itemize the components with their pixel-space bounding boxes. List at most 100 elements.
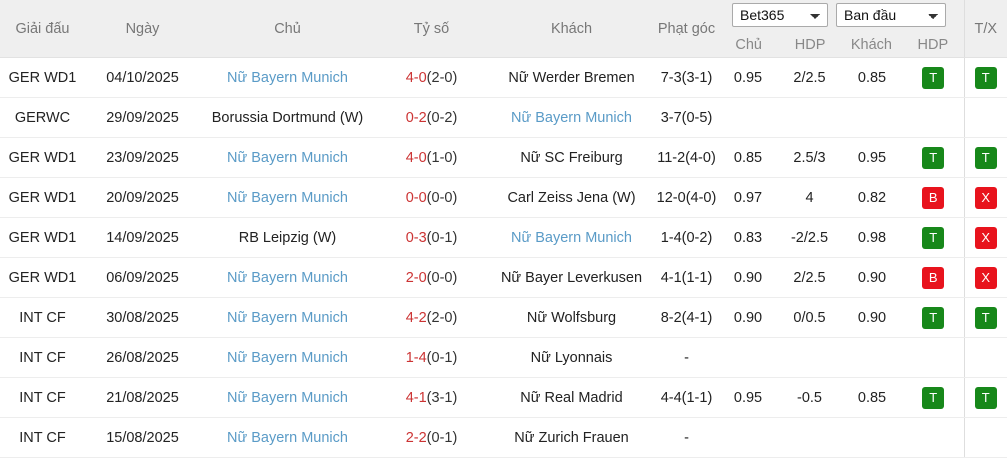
cell-odds-home: 0.83 — [718, 217, 778, 258]
cell-home-team: Nữ Bayern Munich — [200, 257, 375, 298]
table-row[interactable]: GER WD1 06/09/2025 Nữ Bayern Munich 2-0(0-0… — [0, 257, 1007, 298]
odds-group-header: Bet365 Ban đầu Chủ HDP Khách HDP — [718, 0, 964, 58]
home-team-link[interactable]: Nữ Bayern Munich — [227, 69, 348, 86]
home-team-link[interactable]: Nữ Bayern Munich — [227, 349, 348, 366]
cell-corners: - — [655, 417, 718, 458]
sub-column-header-hdp-result: HDP — [917, 37, 949, 53]
home-team-link[interactable]: Nữ Bayern Munich — [227, 429, 348, 446]
cell-league: INT CF — [0, 297, 85, 338]
home-team-link[interactable]: Nữ Bayern Munich — [227, 189, 348, 206]
cell-corners: 1-4(0-2) — [655, 217, 718, 258]
table-row[interactable]: GER WD1 04/10/2025 Nữ Bayern Munich 4-0(2-0… — [0, 57, 1007, 98]
cell-score[interactable]: 2-0(0-0) — [375, 257, 488, 298]
cell-score[interactable]: 4-1(3-1) — [375, 377, 488, 418]
cell-tx-result: T — [963, 137, 1007, 178]
cell-away-team: Nữ Lyonnais — [488, 337, 655, 378]
cell-odds-home: 0.90 — [718, 257, 778, 298]
score-halftime: (0-1) — [426, 349, 458, 366]
table-row[interactable]: INT CF 15/08/2025 Nữ Bayern Munich 2-2(0-1)… — [0, 417, 1007, 458]
cell-score[interactable]: 1-4(0-1) — [375, 337, 488, 378]
cell-date: 26/08/2025 — [85, 337, 200, 378]
tx-result-badge: X — [974, 266, 997, 289]
home-team-link[interactable]: Nữ Bayern Munich — [227, 269, 348, 286]
cell-odds-away: 0.85 — [841, 377, 903, 418]
score-fulltime: 0-2 — [405, 109, 427, 126]
table-row[interactable]: GER WD1 14/09/2025 RB Leipzig (W) 0-3(0-1) N… — [0, 217, 1007, 258]
cell-odds-hdp: 2/2.5 — [778, 257, 841, 298]
cell-tx-result: T — [963, 297, 1007, 338]
cell-score[interactable]: 2-2(0-1) — [375, 417, 488, 458]
score-fulltime: 1-4 — [405, 349, 427, 366]
cell-home-team: Nữ Bayern Munich — [200, 417, 375, 458]
cell-date: 23/09/2025 — [85, 137, 200, 178]
column-header-corners: Phạt góc — [655, 0, 718, 58]
cell-score[interactable]: 0-2(0-2) — [375, 97, 488, 138]
score-fulltime: 4-2 — [405, 309, 427, 326]
score-halftime: (0-0) — [426, 269, 458, 286]
sub-column-header-home-odds: Chủ — [735, 37, 762, 53]
home-team-link[interactable]: Nữ Bayern Munich — [227, 149, 348, 166]
hdp-result-badge: T — [922, 306, 945, 329]
table-row[interactable]: INT CF 21/08/2025 Nữ Bayern Munich 4-1(3-1)… — [0, 377, 1007, 418]
cell-home-team: Nữ Bayern Munich — [200, 57, 375, 98]
cell-away-team: Nữ Bayern Munich — [488, 217, 655, 258]
cell-odds-hdp: 4 — [778, 177, 841, 218]
cell-score[interactable]: 4-0(1-0) — [375, 137, 488, 178]
away-team-link[interactable]: Nữ Bayern Munich — [511, 109, 632, 126]
column-header-score: Tỷ số — [375, 0, 488, 58]
tx-result-badge: X — [974, 186, 997, 209]
cell-odds-home — [718, 97, 778, 138]
cell-odds-away: 0.85 — [841, 57, 903, 98]
column-header-date: Ngày — [85, 0, 200, 58]
bookmaker-select[interactable]: Bet365 — [732, 3, 828, 27]
cell-hdp-result: B — [903, 257, 964, 298]
cell-tx-result: T — [963, 377, 1007, 418]
sub-column-header-hdp: HDP — [794, 37, 826, 53]
cell-score[interactable]: 0-3(0-1) — [375, 217, 488, 258]
home-team-link[interactable]: Nữ Bayern Munich — [227, 309, 348, 326]
cell-odds-home: 0.95 — [718, 57, 778, 98]
cell-score[interactable]: 4-0(2-0) — [375, 57, 488, 98]
table-row[interactable]: GERWC 29/09/2025 Borussia Dortmund (W) 0-2(… — [0, 97, 1007, 138]
cell-away-team: Nữ Werder Bremen — [488, 57, 655, 98]
cell-hdp-result — [903, 97, 964, 138]
cell-tx-result — [963, 417, 1007, 458]
score-halftime: (0-1) — [426, 429, 458, 446]
cell-odds-home — [718, 417, 778, 458]
cell-odds-hdp: -2/2.5 — [778, 217, 841, 258]
sub-column-header-away-odds: Khách — [850, 37, 892, 53]
cell-odds-hdp: 2/2.5 — [778, 57, 841, 98]
cell-date: 14/09/2025 — [85, 217, 200, 258]
cell-home-team: Nữ Bayern Munich — [200, 297, 375, 338]
cell-away-team: Carl Zeiss Jena (W) — [488, 177, 655, 218]
away-team-link[interactable]: Nữ Bayern Munich — [511, 229, 632, 246]
cell-league: GERWC — [0, 97, 85, 138]
table-header: Giải đấu Ngày Chủ Tỷ số Khách Phạt góc B… — [0, 0, 1007, 58]
cell-odds-hdp: -0.5 — [778, 377, 841, 418]
cell-away-team: Nữ Wolfsburg — [488, 297, 655, 338]
score-halftime: (0-0) — [426, 189, 458, 206]
cell-tx-result: T — [963, 57, 1007, 98]
cell-odds-home: 0.97 — [718, 177, 778, 218]
table-row[interactable]: GER WD1 20/09/2025 Nữ Bayern Munich 0-0(0-0… — [0, 177, 1007, 218]
cell-odds-away: 0.95 — [841, 137, 903, 178]
cell-score[interactable]: 0-0(0-0) — [375, 177, 488, 218]
cell-odds-hdp — [778, 337, 841, 378]
cell-league: INT CF — [0, 337, 85, 378]
table-row[interactable]: INT CF 30/08/2025 Nữ Bayern Munich 4-2(2-0)… — [0, 297, 1007, 338]
cell-score[interactable]: 4-2(2-0) — [375, 297, 488, 338]
cell-league: INT CF — [0, 417, 85, 458]
cell-odds-hdp: 2.5/3 — [778, 137, 841, 178]
cell-home-team: Nữ Bayern Munich — [200, 137, 375, 178]
home-team-link[interactable]: Nữ Bayern Munich — [227, 389, 348, 406]
odds-phase-select[interactable]: Ban đầu — [836, 3, 946, 27]
hdp-result-badge: B — [922, 266, 945, 289]
score-fulltime: 4-0 — [405, 69, 427, 86]
table-row[interactable]: GER WD1 23/09/2025 Nữ Bayern Munich 4-0(1-0… — [0, 137, 1007, 178]
cell-hdp-result: T — [903, 377, 964, 418]
hdp-result-badge: T — [922, 146, 945, 169]
cell-league: GER WD1 — [0, 57, 85, 98]
table-row[interactable]: INT CF 26/08/2025 Nữ Bayern Munich 1-4(0-1)… — [0, 337, 1007, 378]
cell-odds-hdp — [778, 97, 841, 138]
